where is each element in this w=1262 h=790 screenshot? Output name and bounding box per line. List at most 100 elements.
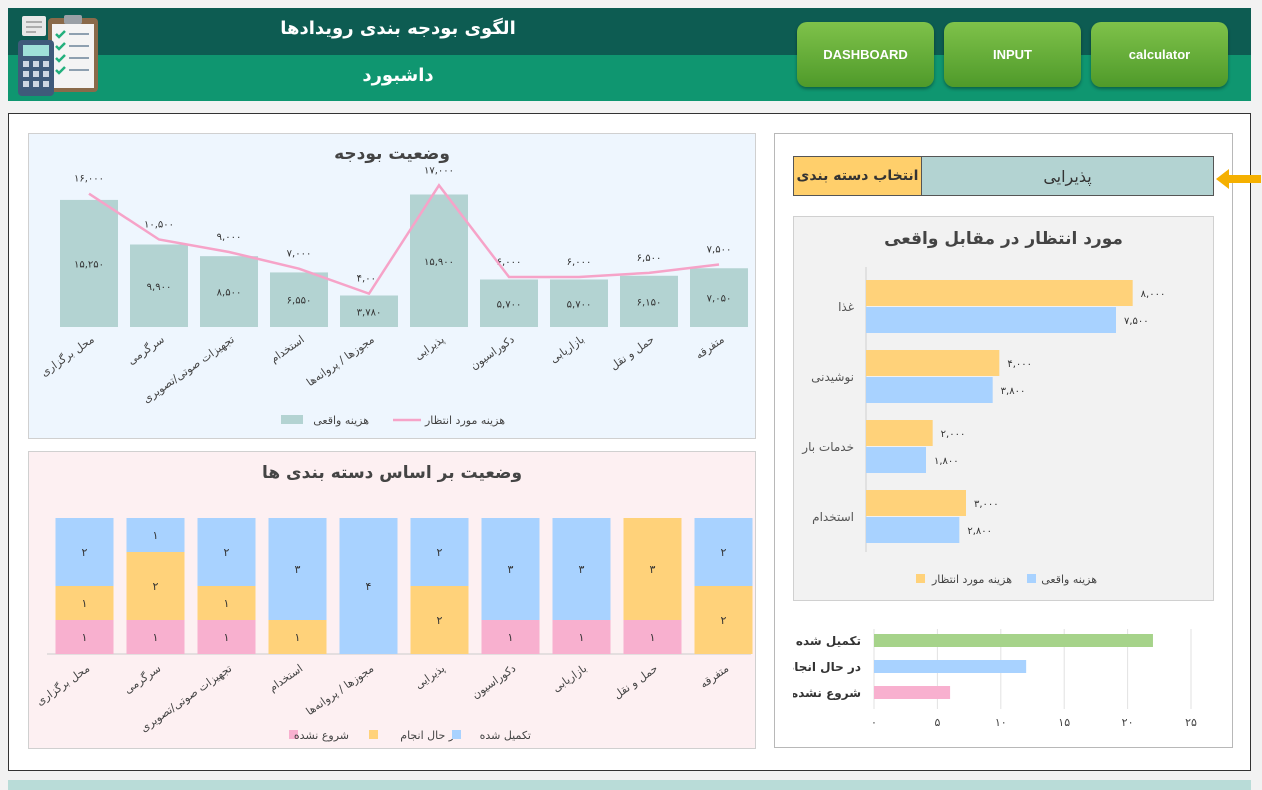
bar-actual-cost [130, 244, 188, 327]
bar-value-label: ۸,۰۰۰ [1141, 289, 1166, 300]
bar-value-label: ۳,۸۰۰ [1001, 386, 1026, 397]
x-tick-label: ۲۵ [1185, 716, 1197, 729]
calculator-button[interactable]: calculator [1091, 22, 1228, 87]
legend-label-expected: هزینه مورد انتظار [424, 414, 505, 427]
stacked-segment [55, 586, 114, 620]
category-tick-label: استخدام [268, 333, 307, 366]
category-tick-label: بازاریابی [550, 662, 589, 695]
segment-value-label: ۲ [437, 546, 443, 559]
segment-value-label: ۴ [366, 580, 372, 593]
stacked-segment [623, 620, 682, 654]
stacked-segment [552, 518, 611, 620]
category-tick-label: محل برگزاری [38, 333, 97, 379]
bar-value-label: ۷,۰۵۰ [707, 294, 732, 305]
legend-swatch-actual [1027, 574, 1036, 583]
segment-value-label: ۲ [721, 546, 727, 559]
line-value-label: ۷,۰۰۰ [287, 249, 312, 260]
segment-value-label: ۲ [82, 546, 88, 559]
stacked-segment [481, 620, 540, 654]
stacked-segment [694, 586, 753, 654]
bar-value-label: ۷,۵۰۰ [1124, 316, 1149, 327]
category-tick-label: متفرقه [693, 333, 727, 362]
segment-value-label: ۱ [224, 631, 230, 644]
category-tick-label: حمل و نقل [608, 333, 657, 373]
expected-vs-actual-title: مورد انتظار در مقابل واقعی [884, 229, 1123, 249]
segment-value-label: ۲ [437, 614, 443, 627]
category-selector[interactable]: انتخاب دسته بندی پذیرایی [793, 156, 1214, 196]
segment-value-label: ۱ [579, 631, 585, 644]
line-value-label: ۷,۵۰۰ [707, 245, 732, 256]
stacked-segment [694, 518, 753, 586]
bar-value-label: ۶,۵۵۰ [287, 296, 312, 307]
input-button[interactable]: INPUT [944, 22, 1081, 87]
budget-status-title: وضعیت بودجه [334, 144, 450, 164]
stacked-segment [126, 620, 185, 654]
legend-label-actual: هزینه واقعی [1041, 573, 1097, 586]
segment-value-label: ۱ [224, 597, 230, 610]
stacked-segment [552, 620, 611, 654]
stacked-segment [410, 518, 469, 586]
segment-value-label: ۱ [508, 631, 514, 644]
category-tick-label: دکوراسیون [469, 662, 518, 702]
category-tick-label: حمل و نقل [611, 662, 660, 702]
stacked-segment [197, 586, 256, 620]
stacked-segment [268, 518, 327, 620]
category-tick-label: سرگرمی [125, 333, 167, 368]
bar-actual-cost [866, 517, 960, 543]
arrow-left-icon [1216, 169, 1261, 189]
expected-vs-actual-panel: مورد انتظار در مقابل واقعی ۸,۰۰۰ ۷,۵۰۰ غذا… [793, 216, 1214, 601]
category-tick-label: دکوراسیون [468, 333, 517, 373]
bar-actual-cost [60, 199, 118, 327]
x-tick-label: ۱۵ [1058, 716, 1070, 729]
line-value-label: ۱۶,۰۰۰ [74, 174, 104, 185]
line-value-label: ۱۰,۵۰۰ [144, 220, 174, 231]
category-tick-label: متفرقه [698, 662, 732, 691]
legend-label-actual: هزینه واقعی [313, 414, 369, 427]
category-tick-label: مجوزها / پروانه‌ها [304, 333, 377, 389]
bar-actual-cost [620, 275, 678, 327]
legend-swatch-actual [281, 415, 303, 424]
segment-value-label: ۱ [82, 597, 88, 610]
stacked-segment [339, 518, 398, 654]
bar-actual-cost [690, 268, 748, 327]
budget-status-panel: وضعیت بودجه ۱۵,۲۵۰ ۱۶,۰۰۰ محل برگزاری ۹,۹۰۰… [28, 133, 756, 439]
segment-value-label: ۱ [650, 631, 656, 644]
category-tick-label: بازاریابی [548, 333, 587, 366]
task-status-label: در حال انجام [793, 660, 861, 675]
stacked-segment [197, 620, 256, 654]
category-tick-label: پذیرایی [413, 662, 448, 692]
stacked-segment [410, 586, 469, 654]
segment-value-label: ۳ [579, 563, 585, 576]
stacked-segment [481, 518, 540, 620]
task-status-bar [874, 634, 1153, 647]
segment-value-label: ۲ [153, 580, 159, 593]
header: الگوی بودجه بندی رویدادها داشبورد DASHBO… [8, 8, 1251, 101]
bar-value-label: ۸,۵۰۰ [217, 288, 242, 299]
category-tick-label: خدمات بار [801, 440, 854, 455]
page-title: الگوی بودجه بندی رویدادها [280, 18, 516, 39]
bar-expected-cost [866, 420, 933, 446]
budget-clipboard-icon [18, 15, 98, 96]
legend-label: تکمیل شده [480, 729, 531, 742]
category-selector-value[interactable]: پذیرایی [1043, 166, 1092, 186]
bar-actual-cost [866, 377, 993, 403]
bar-expected-cost [866, 350, 1000, 376]
segment-value-label: ۳ [295, 563, 301, 576]
x-tick-label: ۵ [934, 716, 940, 729]
stacked-segment [126, 518, 185, 552]
dashboard-area: وضعیت بودجه ۱۵,۲۵۰ ۱۶,۰۰۰ محل برگزاری ۹,۹۰۰… [8, 113, 1251, 771]
segment-value-label: ۲ [721, 614, 727, 627]
dashboard-button[interactable]: DASHBOARD [797, 22, 934, 87]
line-value-label: ۶,۰۰۰ [497, 257, 522, 268]
stacked-segment [126, 552, 185, 620]
expected-vs-actual-chart: ۸,۰۰۰ ۷,۵۰۰ غذا ۴,۰۰۰ ۳,۸۰۰ نوشیدنی ۲,۰۰۰ ۱,۸۰۰… [801, 267, 1166, 586]
bar-expected-cost [866, 490, 966, 516]
segment-value-label: ۱ [295, 631, 301, 644]
stacked-segment [197, 518, 256, 586]
category-selector-label: انتخاب دسته بندی [794, 157, 922, 195]
line-value-label: ۴,۰۰۰ [357, 274, 382, 285]
bar-value-label: ۴,۰۰۰ [1007, 359, 1032, 370]
bar-value-label: ۲,۸۰۰ [967, 526, 992, 537]
stacked-segment [623, 518, 682, 620]
